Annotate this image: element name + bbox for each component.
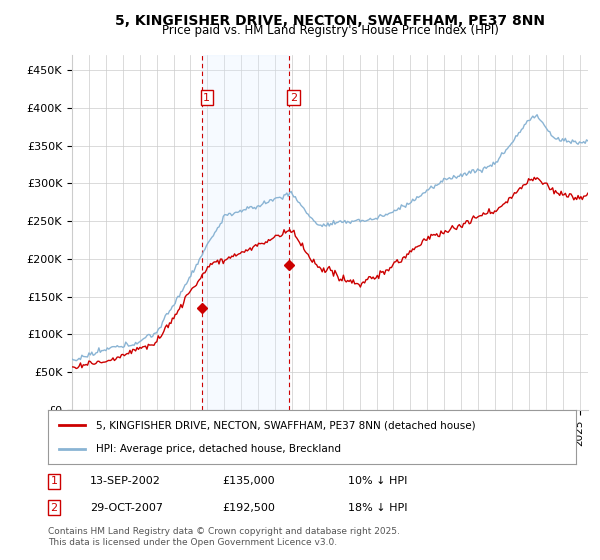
Text: Contains HM Land Registry data © Crown copyright and database right 2025.
This d: Contains HM Land Registry data © Crown c…	[48, 527, 400, 547]
Text: 1: 1	[203, 92, 210, 102]
Text: 1: 1	[50, 476, 58, 486]
Text: 2: 2	[290, 92, 297, 102]
Text: 5, KINGFISHER DRIVE, NECTON, SWAFFHAM, PE37 8NN (detached house): 5, KINGFISHER DRIVE, NECTON, SWAFFHAM, P…	[95, 420, 475, 430]
Text: 10% ↓ HPI: 10% ↓ HPI	[348, 476, 407, 486]
Text: 13-SEP-2002: 13-SEP-2002	[90, 476, 161, 486]
Bar	[202, 55, 289, 410]
Text: 18% ↓ HPI: 18% ↓ HPI	[348, 503, 407, 512]
Text: Price paid vs. HM Land Registry's House Price Index (HPI): Price paid vs. HM Land Registry's House …	[161, 24, 499, 36]
Text: 2: 2	[50, 503, 58, 512]
Text: £135,000: £135,000	[222, 476, 275, 486]
Text: 5, KINGFISHER DRIVE, NECTON, SWAFFHAM, PE37 8NN: 5, KINGFISHER DRIVE, NECTON, SWAFFHAM, P…	[115, 14, 545, 28]
Text: £192,500: £192,500	[222, 503, 275, 512]
Text: 29-OCT-2007: 29-OCT-2007	[90, 503, 163, 512]
Text: HPI: Average price, detached house, Breckland: HPI: Average price, detached house, Brec…	[95, 444, 341, 454]
